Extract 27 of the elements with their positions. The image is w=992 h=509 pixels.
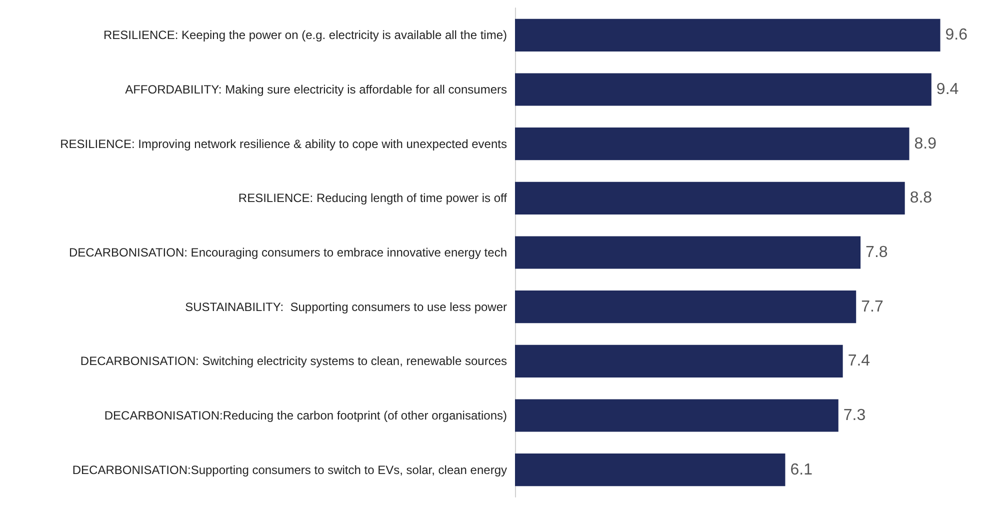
y-tick-label: DECARBONISATION: Switching electricity systems to clean, renewable sources	[80, 354, 507, 368]
data-label: 8.8	[910, 190, 932, 207]
y-tick-label: RESILIENCE: Improving network resilience & ability to cope with unexpected events	[60, 136, 507, 151]
data-label: 8.9	[914, 135, 937, 152]
y-tick-label: DECARBONISATION:Supporting consumers to switch to EVs, solar, clean energy	[72, 462, 507, 477]
y-tick-label: RESILIENCE: Keeping the power on (e.g. electricity is available all the time)	[103, 28, 507, 42]
bar	[515, 236, 861, 269]
data-label: 9.4	[936, 81, 959, 98]
data-label: 7.4	[848, 352, 870, 370]
data-label: 9.6	[945, 26, 968, 44]
bar	[515, 128, 910, 160]
bar	[515, 182, 905, 214]
y-tick-label: DECARBONISATION:Reducing the carbon footprint (of other organisations)	[104, 408, 507, 422]
y-tick-label: DECARBONISATION: Encouraging consumers to embrace innovative energy tech	[69, 246, 507, 260]
bar	[515, 18, 940, 52]
data-label: 6.1	[790, 461, 813, 478]
bar	[515, 454, 786, 486]
data-label: 7.3	[843, 407, 866, 424]
bar	[515, 73, 932, 106]
bar	[515, 344, 843, 378]
y-tick-label: RESILIENCE: Reducing length of time power is off	[238, 191, 508, 206]
y-tick-label: AFFORDABILITY: Making sure electricity is affordable for all consumers	[125, 82, 507, 96]
bar	[515, 399, 838, 432]
bar	[515, 290, 856, 324]
y-tick-label: SUSTAINABILITY: Supporting consumers to use less power	[185, 300, 507, 314]
data-label: 7.7	[861, 298, 884, 316]
data-label: 7.8	[866, 244, 888, 261]
